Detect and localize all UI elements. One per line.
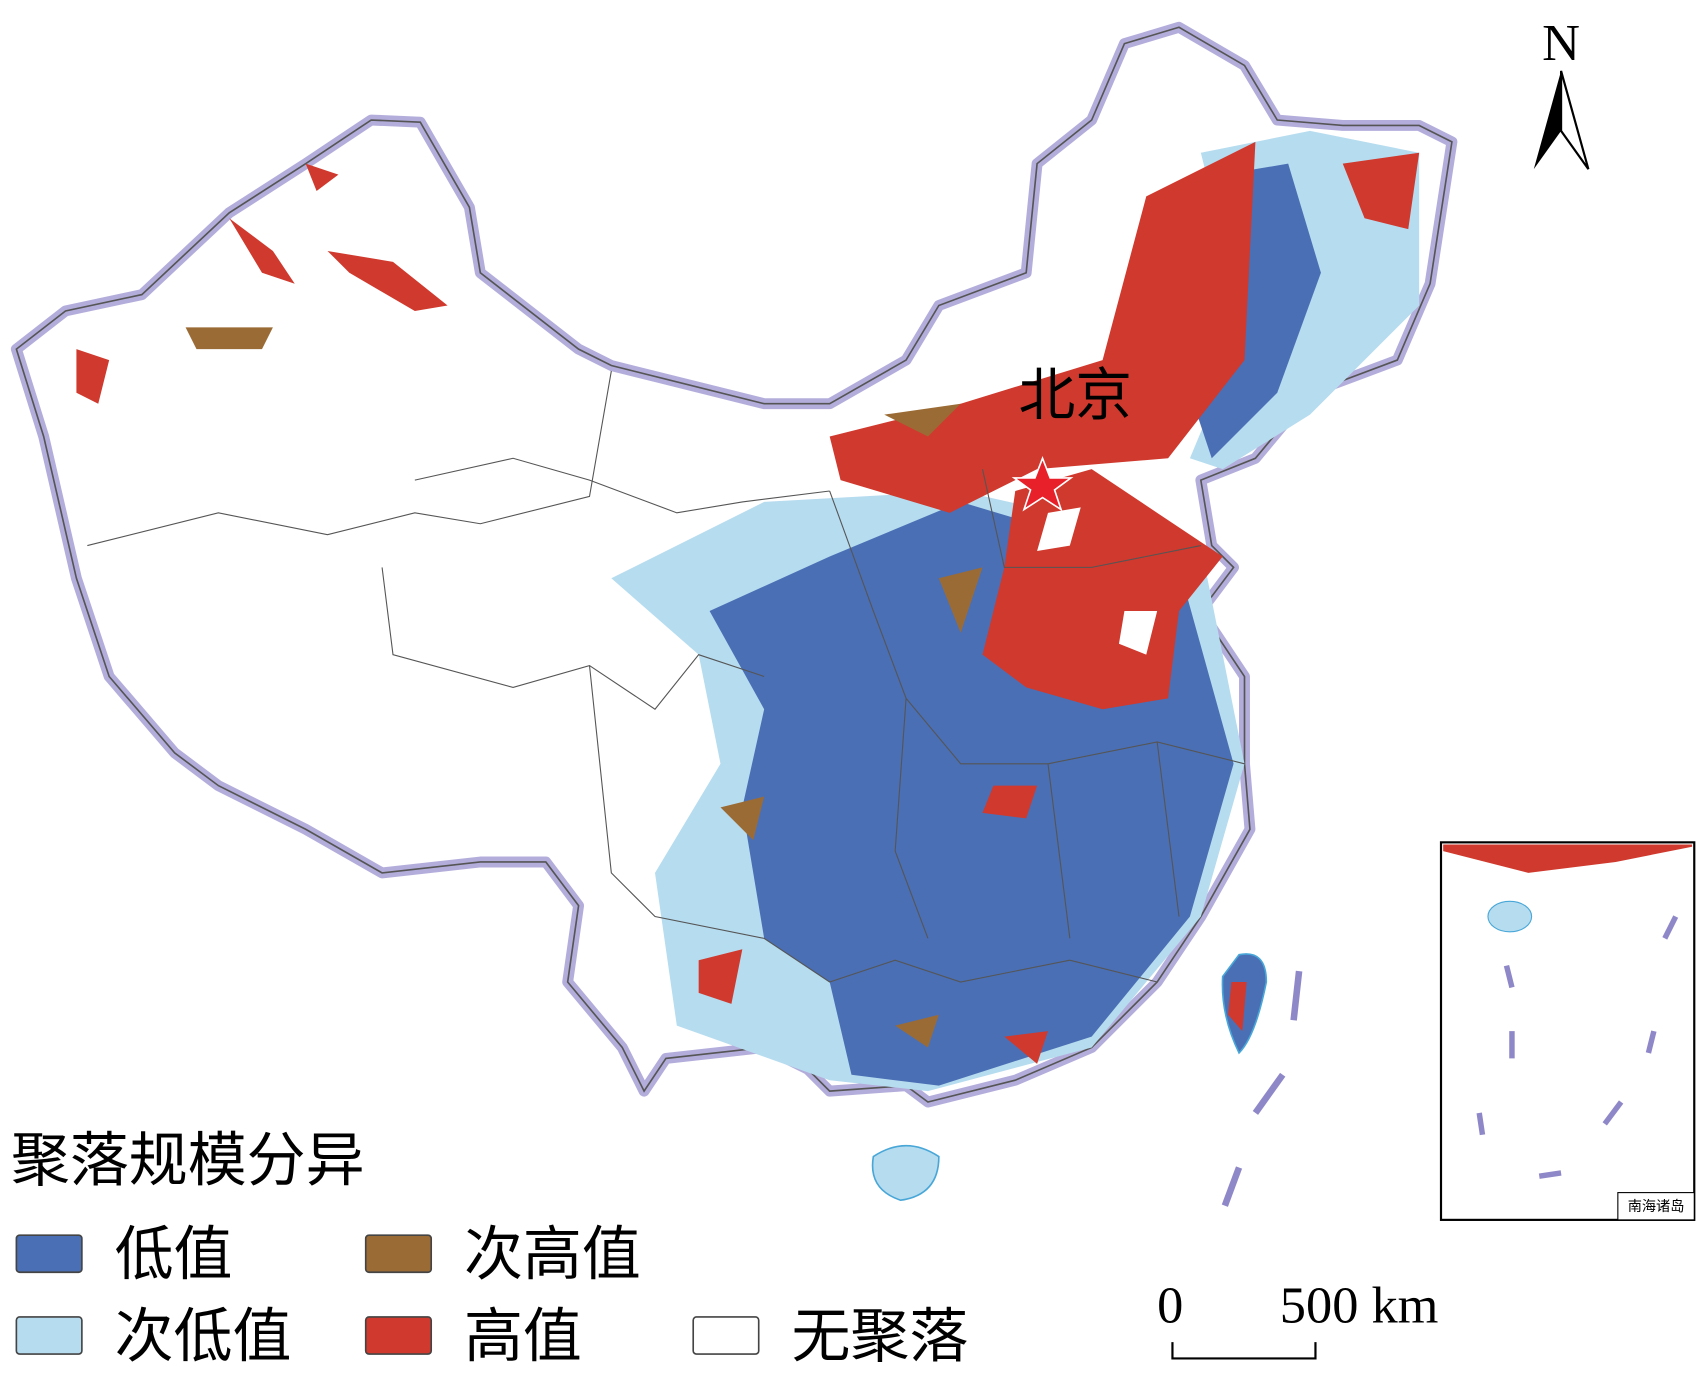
capital-star [1011, 456, 1074, 512]
inset-label: 南海诸岛 [1628, 1199, 1685, 1215]
scale-bar: 0 500 km [1157, 1276, 1439, 1360]
legend-label: 低值 [115, 1219, 233, 1288]
dash-line [1221, 970, 1303, 1207]
scale-start: 0 [1157, 1276, 1183, 1334]
north-arrow: N [1533, 14, 1590, 170]
north-label: N [1542, 14, 1580, 72]
legend-swatch [364, 1316, 433, 1355]
legend-title: 聚落规模分异 [11, 1126, 365, 1195]
legend-label: 次低值 [115, 1301, 292, 1370]
inset: 南海诸岛 [1439, 841, 1696, 1221]
legend-swatch [692, 1316, 760, 1355]
capital-label: 北京 [1019, 363, 1133, 429]
scale-end: 500 km [1280, 1276, 1439, 1334]
legend-label: 无聚落 [791, 1301, 968, 1370]
legend-swatch [364, 1234, 433, 1274]
province-borders [87, 370, 1245, 983]
settlement-regions [76, 130, 1420, 1202]
legend-swatch [15, 1234, 83, 1274]
legend-label: 高值 [464, 1301, 582, 1370]
legend-label: 次高值 [464, 1219, 641, 1288]
legend-swatch [15, 1316, 83, 1355]
